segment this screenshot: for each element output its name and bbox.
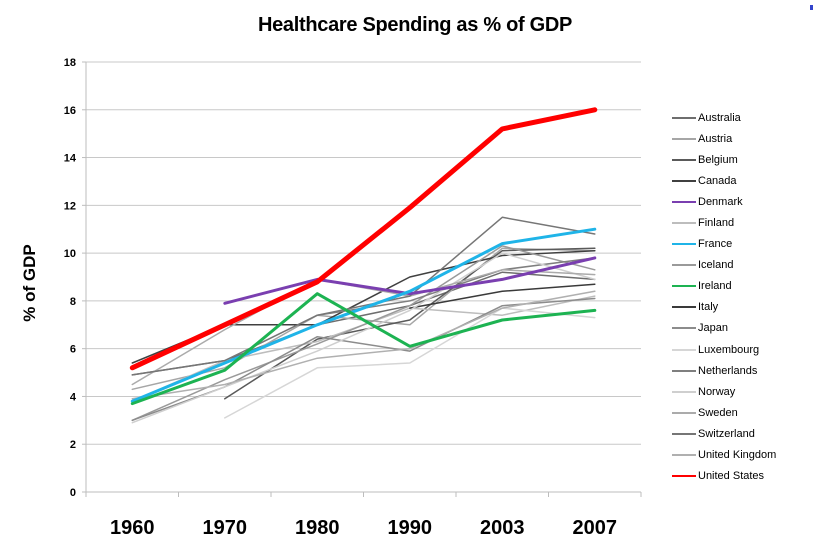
legend-item-finland: Finland bbox=[672, 212, 776, 233]
legend-label: Sweden bbox=[698, 406, 738, 419]
legend-swatch bbox=[672, 285, 696, 288]
x-tick-label: 1990 bbox=[388, 517, 433, 539]
legend-swatch bbox=[672, 306, 696, 309]
legend-swatch bbox=[672, 116, 696, 119]
legend-label: Norway bbox=[698, 385, 736, 398]
x-tick-label: 1970 bbox=[203, 517, 248, 539]
legend-label: United Kingdom bbox=[698, 449, 777, 462]
legend-label: Ireland bbox=[698, 280, 732, 293]
x-tick-label: 2007 bbox=[573, 517, 618, 539]
legend-label: United States bbox=[698, 470, 765, 483]
legend-label: Japan bbox=[698, 322, 728, 335]
y-tick-label: 16 bbox=[64, 105, 76, 117]
series-lines bbox=[129, 107, 598, 424]
legend-item-united-kingdom: United Kingdom bbox=[672, 445, 776, 466]
legend: Australia Austria Belgium Canada Denmark Finl… bbox=[672, 107, 776, 487]
legend-label: Netherlands bbox=[698, 364, 758, 377]
legend-swatch bbox=[672, 137, 696, 140]
legend-swatch bbox=[672, 264, 696, 267]
series-line-ireland bbox=[130, 292, 597, 406]
series-line-united-kingdom bbox=[131, 290, 596, 400]
legend-label: Australia bbox=[698, 111, 741, 124]
legend-swatch bbox=[672, 432, 696, 435]
legend-swatch bbox=[672, 243, 696, 246]
legend-item-italy: Italy bbox=[672, 297, 776, 318]
legend-label: Austria bbox=[698, 132, 733, 145]
y-tick-label: 6 bbox=[70, 344, 76, 356]
series-line-france bbox=[130, 227, 597, 403]
legend-label: France bbox=[698, 238, 733, 251]
legend-item-iceland: Iceland bbox=[672, 255, 776, 276]
series-line-norway bbox=[131, 252, 596, 424]
x-tick-label: 2003 bbox=[480, 517, 525, 539]
legend-item-canada: Canada bbox=[672, 170, 776, 191]
y-tick-label: 14 bbox=[64, 153, 77, 165]
legend-item-japan: Japan bbox=[672, 318, 776, 339]
legend-swatch bbox=[672, 475, 696, 478]
legend-label: Canada bbox=[698, 174, 737, 187]
legend-item-norway: Norway bbox=[672, 381, 776, 402]
series-line-luxembourg bbox=[224, 307, 596, 419]
y-axis-ticks: 0 2 4 6 8 10 12 14 16 18 bbox=[64, 57, 77, 499]
legend-swatch bbox=[672, 390, 696, 393]
series-line-denmark bbox=[223, 256, 597, 305]
x-tick-label: 1980 bbox=[295, 517, 340, 539]
series-line-united-states bbox=[129, 107, 598, 371]
legend-swatch bbox=[672, 158, 696, 161]
legend-swatch bbox=[672, 348, 696, 351]
legend-item-united-states: United States bbox=[672, 466, 776, 487]
legend-item-luxembourg: Luxembourg bbox=[672, 339, 776, 360]
legend-item-netherlands: Netherlands bbox=[672, 360, 776, 381]
legend-item-sweden: Sweden bbox=[672, 402, 776, 423]
y-tick-label: 4 bbox=[70, 391, 77, 403]
legend-item-denmark: Denmark bbox=[672, 191, 776, 212]
series-line-switzerland bbox=[131, 216, 596, 376]
legend-item-austria: Austria bbox=[672, 128, 776, 149]
axes bbox=[82, 61, 642, 497]
legend-item-france: France bbox=[672, 234, 776, 255]
legend-swatch bbox=[672, 200, 696, 203]
legend-swatch bbox=[672, 411, 696, 414]
legend-swatch bbox=[672, 327, 696, 330]
legend-item-ireland: Ireland bbox=[672, 276, 776, 297]
legend-item-australia: Australia bbox=[672, 107, 776, 128]
legend-label: Switzerland bbox=[698, 427, 755, 440]
legend-label: Belgium bbox=[698, 153, 738, 166]
y-tick-label: 8 bbox=[70, 296, 76, 308]
y-tick-label: 0 bbox=[70, 487, 76, 499]
legend-swatch bbox=[672, 369, 696, 372]
y-tick-label: 12 bbox=[64, 200, 76, 212]
x-tick-label: 1960 bbox=[110, 517, 155, 539]
legend-item-belgium: Belgium bbox=[672, 149, 776, 170]
corner-artifact bbox=[810, 5, 813, 10]
legend-label: Iceland bbox=[698, 259, 734, 272]
series-line-belgium bbox=[224, 247, 596, 400]
legend-swatch bbox=[672, 454, 696, 457]
y-tick-label: 18 bbox=[64, 57, 76, 69]
series-line-italy bbox=[409, 283, 596, 309]
y-tick-label: 10 bbox=[64, 248, 76, 260]
chart-title: Healthcare Spending as % of GDP bbox=[257, 14, 573, 36]
x-axis-ticks: 1960 1970 1980 1990 2003 2007 bbox=[110, 517, 617, 539]
legend-label: Luxembourg bbox=[698, 343, 760, 356]
legend-swatch bbox=[672, 179, 696, 182]
legend-item-switzerland: Switzerland bbox=[672, 423, 776, 444]
legend-label: Italy bbox=[698, 301, 719, 314]
legend-label: Finland bbox=[698, 217, 735, 230]
legend-label: Denmark bbox=[698, 195, 743, 208]
y-tick-label: 2 bbox=[70, 439, 76, 451]
legend-swatch bbox=[672, 222, 696, 225]
